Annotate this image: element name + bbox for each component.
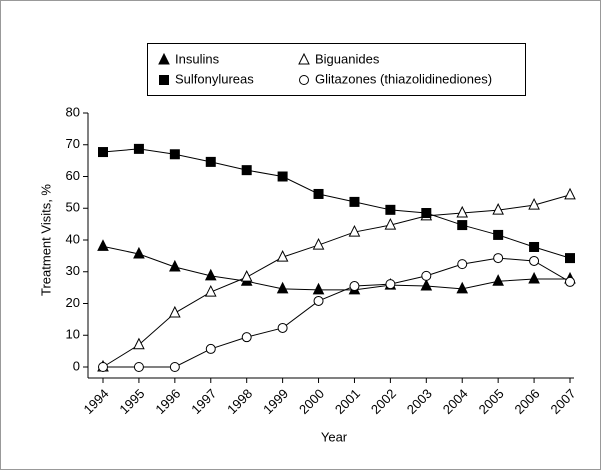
data-point	[565, 253, 575, 264]
data-point	[276, 281, 289, 294]
legend-box	[147, 43, 526, 96]
data-point	[240, 270, 253, 282]
x-tick-label: 1998	[224, 386, 255, 417]
data-point	[276, 250, 289, 262]
y-tick-label: 10	[66, 327, 80, 342]
data-point	[133, 337, 145, 350]
data-point	[313, 188, 324, 199]
legend-label: Insulins	[175, 51, 220, 66]
data-point	[564, 187, 576, 200]
legend-label: Biguanides	[315, 51, 380, 66]
y-tick-label: 50	[66, 200, 80, 215]
data-point	[456, 281, 469, 294]
data-point	[98, 147, 108, 158]
y-tick-label: 70	[66, 136, 80, 151]
y-tick-label: 60	[66, 168, 80, 183]
data-point	[169, 259, 181, 272]
data-point	[313, 295, 324, 306]
data-point	[421, 208, 432, 219]
legend-label: Sulfonylureas	[175, 71, 254, 86]
series-line	[102, 245, 570, 291]
data-point	[565, 276, 575, 287]
data-point	[385, 204, 396, 215]
x-tick-label: 2001	[332, 386, 363, 417]
data-point	[457, 259, 468, 270]
x-tick-label: 2002	[368, 386, 399, 417]
x-tick-label: 1999	[260, 386, 291, 417]
data-point	[457, 220, 468, 231]
x-tick-label: 1996	[152, 386, 183, 417]
series-line	[102, 194, 571, 368]
y-tick-label: 20	[66, 295, 80, 310]
x-tick-label: 2004	[440, 386, 471, 417]
data-point	[492, 203, 504, 215]
y-tick-label: 80	[66, 104, 80, 119]
y-tick-label: 0	[73, 358, 80, 373]
series-line	[102, 148, 571, 259]
data-point	[241, 332, 252, 343]
x-tick-label: 1997	[188, 386, 219, 417]
data-point	[528, 197, 540, 210]
data-point	[277, 322, 288, 333]
x-tick-label: 1994	[80, 386, 111, 417]
y-axis-label: Treatment Visits, %	[38, 184, 53, 296]
x-tick-label: 2003	[404, 386, 435, 417]
data-point	[421, 270, 432, 281]
data-point	[493, 253, 504, 264]
legend-marker	[158, 52, 170, 65]
data-point	[529, 255, 540, 266]
data-point	[133, 246, 145, 259]
data-point	[312, 282, 325, 295]
data-point	[385, 279, 396, 290]
data-point	[456, 205, 469, 218]
data-point	[169, 362, 180, 372]
data-point	[133, 362, 144, 372]
data-point	[277, 171, 288, 182]
data-point	[169, 305, 181, 318]
legend-label: Glitazones (thiazolidinediones)	[315, 71, 492, 86]
legend-marker	[299, 75, 309, 85]
data-point	[492, 274, 504, 286]
data-point	[169, 149, 180, 160]
series-line	[103, 257, 571, 368]
data-point	[529, 241, 540, 252]
legend-marker	[159, 75, 169, 85]
data-point	[384, 217, 397, 230]
legend-marker	[298, 52, 310, 65]
data-point	[98, 362, 108, 372]
x-tick-label: 2005	[476, 386, 507, 417]
data-point	[205, 343, 216, 354]
data-point	[205, 156, 216, 167]
data-point	[204, 284, 217, 297]
y-tick-label: 40	[66, 231, 80, 246]
data-point	[312, 237, 325, 250]
x-axis-label: Year	[321, 429, 348, 444]
y-tick-label: 30	[66, 263, 80, 278]
data-point	[420, 278, 433, 291]
data-point	[528, 271, 540, 284]
data-point	[241, 165, 252, 176]
data-point	[349, 281, 360, 292]
data-point	[97, 239, 109, 251]
x-tick-label: 2006	[512, 386, 543, 417]
data-point	[349, 196, 360, 207]
data-point	[204, 268, 217, 281]
data-point	[133, 143, 144, 154]
data-point	[348, 224, 361, 237]
x-tick-label: 2000	[296, 386, 327, 417]
x-tick-label: 1995	[116, 386, 147, 417]
data-point	[493, 229, 504, 240]
x-tick-label: 2007	[547, 386, 578, 417]
